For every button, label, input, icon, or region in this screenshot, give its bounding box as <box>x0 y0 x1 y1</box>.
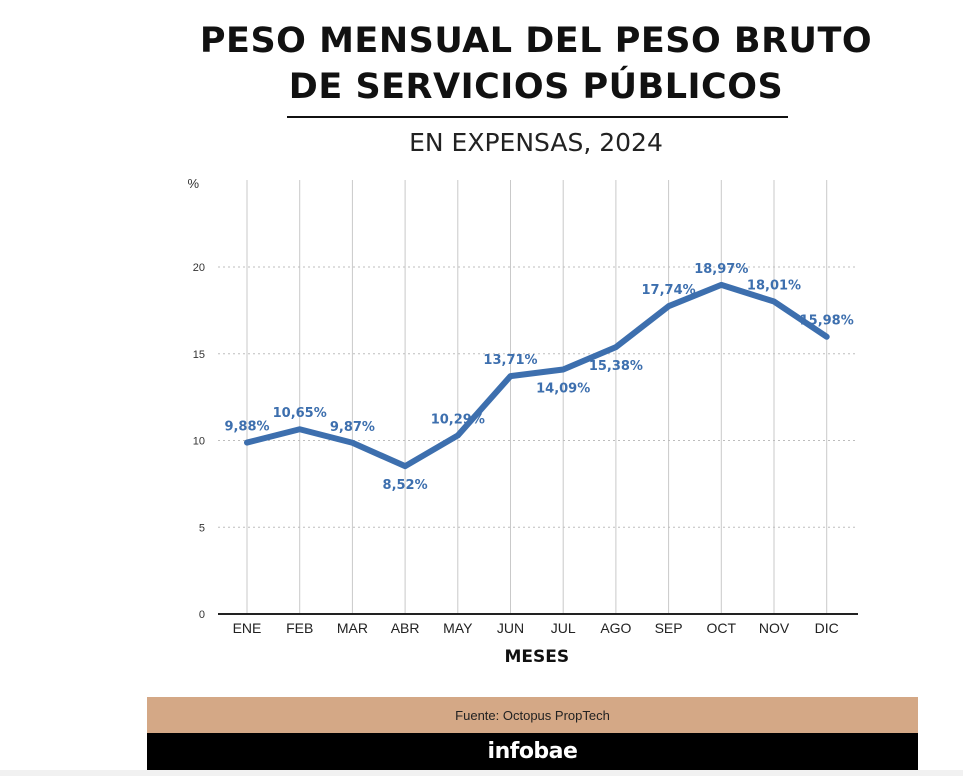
x-tick-ene: ENE <box>233 620 262 636</box>
chart-title-line-1: PESO MENSUAL DEL PESO BRUTO <box>199 21 873 61</box>
data-label-nov: 18,01% <box>747 279 801 294</box>
y-tick-0: 0 <box>199 609 205 621</box>
source-bar: Fuente: Octopus PropTech <box>147 697 918 733</box>
x-tick-sep: SEP <box>655 620 683 636</box>
data-label-may: 10,29% <box>431 412 485 427</box>
data-label-oct: 18,97% <box>694 262 748 277</box>
x-tick-labels: ENE FEB MAR ABR MAY JUN JUL AGO SEP OCT NOV DIC <box>233 620 839 636</box>
horizontal-gridlines <box>218 266 858 528</box>
y-axis-label: % <box>187 176 199 191</box>
data-label-abr: 8,52% <box>383 478 428 493</box>
y-tick-20: 20 <box>193 262 205 274</box>
data-labels: 9,88% 10,65%9,87% 8,52% 10,29% 13,71% 14,09% 1… <box>224 262 853 493</box>
line-chart: 0 5 10 15 20 % ENE FEB MAR ABR MAY JUN JUL AGO SEP OC… <box>187 176 858 667</box>
data-label-mar: 9,87% <box>330 420 375 435</box>
x-axis-label: MESES <box>505 647 570 667</box>
x-tick-oct: OCT <box>707 620 737 636</box>
data-label-sep: 17,74% <box>642 283 696 298</box>
x-tick-mar: MAR <box>337 620 368 636</box>
y-tick-5: 5 <box>199 522 205 534</box>
x-tick-may: MAY <box>443 620 473 636</box>
x-tick-jul: JUL <box>551 620 576 636</box>
x-tick-jun: JUN <box>497 620 524 636</box>
bottom-strip <box>0 770 963 776</box>
data-label-jun: 13,71% <box>483 353 537 368</box>
x-tick-nov: NOV <box>759 620 790 636</box>
data-label-ago: 15,38% <box>589 359 643 374</box>
chart-title-line-2: DE SERVICIOS PÚBLICOS <box>288 67 784 107</box>
x-tick-ago: AGO <box>600 620 631 636</box>
title-underline <box>287 116 788 118</box>
brand-logo: infobae <box>487 739 578 764</box>
data-label-jul: 14,09% <box>536 382 590 397</box>
vertical-gridlines <box>246 180 828 614</box>
data-label-ene: 9,88% <box>224 420 269 435</box>
data-label-dic: 15,98% <box>800 314 854 329</box>
x-tick-abr: ABR <box>391 620 420 636</box>
data-label-feb: 10,65% <box>273 406 327 421</box>
x-tick-feb: FEB <box>286 620 313 636</box>
x-tick-dic: DIC <box>815 620 839 636</box>
brand-bar: infobae <box>147 733 918 770</box>
y-tick-15: 15 <box>193 349 205 361</box>
y-tick-10: 10 <box>193 436 205 448</box>
series-line <box>244 281 830 470</box>
source-text: Fuente: Octopus PropTech <box>455 707 610 723</box>
y-tick-labels: 0 5 10 15 20 <box>193 262 205 621</box>
chart-subtitle: EN EXPENSAS, 2024 <box>409 128 663 157</box>
